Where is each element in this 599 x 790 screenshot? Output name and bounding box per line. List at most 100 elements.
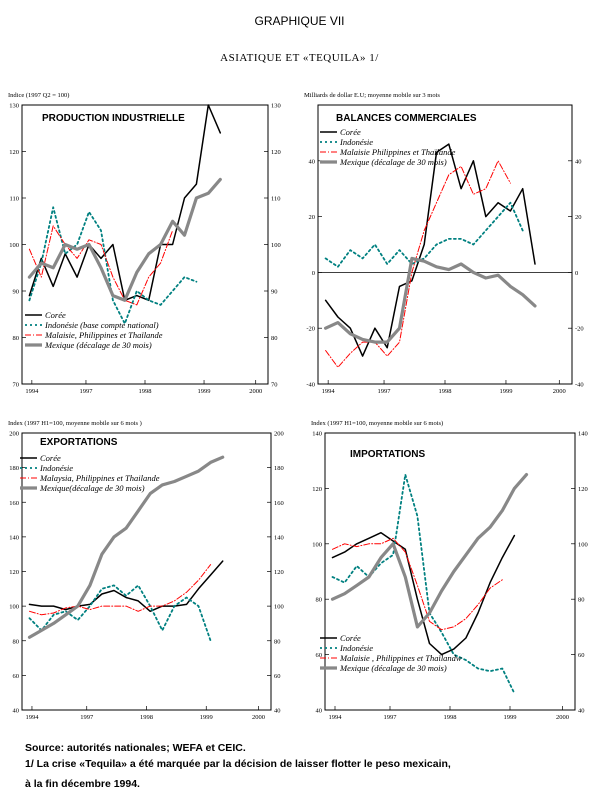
legend-label: Indonésie [339, 137, 373, 147]
unit-label: Milliards de dollar E.U; moyenne mobile … [304, 92, 440, 99]
chart-title: IMPORTATIONS [350, 449, 426, 460]
y-tick-label-right: 100 [274, 604, 284, 611]
x-tick-label: 1994 [25, 714, 39, 721]
legend-label: Mexique (décalage de 30 mois) [339, 157, 447, 167]
chart-title: PRODUCTION INDUSTRIELLE [42, 113, 185, 124]
y-tick-label-right: 20 [575, 214, 582, 221]
series-line [28, 560, 224, 613]
source-note: Source: autorités nationales; WEFA et CE… [25, 742, 246, 754]
y-tick-label-right: 60 [578, 652, 585, 659]
y-tick-label-right: 140 [274, 534, 284, 541]
y-tick-label-right: -20 [575, 326, 584, 333]
y-tick-label-right: 80 [271, 335, 278, 342]
y-tick-label-left: 130 [9, 103, 19, 110]
series-line [324, 201, 524, 268]
y-tick-label-right: 140 [578, 431, 588, 438]
series-line [27, 455, 225, 639]
footnote-2: à la fin décembre 1994. [25, 778, 140, 790]
unit-label: Index (1997 H1=100, moyenne mobile sur 6… [8, 420, 142, 427]
chart-title: BALANCES COMMERCIALES [336, 113, 477, 124]
x-tick-label: 1997 [378, 388, 392, 395]
figure-subtitle: ASIATIQUE ET «TEQUILA» 1/ [220, 52, 379, 64]
y-tick-label-right: 40 [578, 708, 585, 715]
y-tick-label-left: 120 [9, 569, 19, 576]
y-tick-label-left: 60 [13, 673, 20, 680]
x-tick-label: 1998 [444, 714, 457, 721]
y-tick-label-left: -20 [306, 326, 315, 333]
y-tick-label-right: 60 [274, 673, 281, 680]
y-tick-label-left: 100 [9, 604, 19, 611]
y-tick-label-left: 80 [13, 638, 20, 645]
y-tick-label-right: 70 [271, 382, 278, 389]
y-tick-label-left: 80 [13, 335, 20, 342]
y-tick-label-left: 0 [312, 270, 315, 277]
y-tick-label-right: 130 [271, 103, 281, 110]
y-tick-label-left: 140 [9, 534, 19, 541]
x-tick-label: 1999 [198, 388, 211, 395]
x-tick-label: 1994 [322, 388, 336, 395]
legend-label: Mexique (décalage de 30 mois) [339, 663, 447, 673]
legend-label: Mexique(décalage de 30 mois) [39, 483, 145, 493]
series-line [28, 206, 198, 325]
x-tick-label: 1997 [79, 388, 93, 395]
series-line [29, 564, 212, 616]
x-tick-label: 2000 [556, 714, 569, 721]
x-tick-label: 1997 [80, 714, 94, 721]
series-line [28, 104, 222, 302]
y-tick-label-left: 40 [13, 708, 20, 715]
y-tick-label-left: 140 [312, 431, 322, 438]
legend-label: Indonésie [339, 643, 373, 653]
legend-label: Indonésie [39, 463, 73, 473]
series-line [324, 143, 536, 357]
x-tick-label: 2000 [249, 388, 262, 395]
y-tick-label-right: 80 [274, 638, 281, 645]
y-tick-label-right: 0 [575, 270, 578, 277]
legend-label: Mexique (décalage de 30 mois) [44, 340, 152, 350]
y-tick-label-right: 200 [274, 431, 284, 438]
legend-label: Malaisie , Philippines et Thaïlandw [339, 653, 462, 663]
x-tick-label: 1999 [499, 388, 512, 395]
figure-title: GRAPHIQUE VII [254, 14, 345, 28]
y-tick-label-left: 70 [13, 382, 20, 389]
y-tick-label-left: 120 [312, 486, 322, 493]
y-tick-label-left: 90 [13, 289, 20, 296]
y-tick-label-right: -40 [575, 382, 584, 389]
legend-label: Corée [40, 453, 61, 463]
y-tick-label-left: 40 [316, 708, 323, 715]
series-line [324, 256, 537, 344]
y-tick-label-left: 100 [9, 242, 19, 249]
y-tick-label-left: 200 [9, 431, 19, 438]
y-tick-label-right: 80 [578, 597, 585, 604]
y-tick-label-left: 60 [316, 652, 323, 659]
y-tick-label-right: 100 [271, 242, 281, 249]
y-tick-label-right: 90 [271, 289, 278, 296]
series-line [28, 584, 212, 642]
y-tick-label-left: 110 [9, 196, 19, 203]
series-line [332, 537, 503, 631]
x-tick-label: 1998 [439, 388, 452, 395]
y-tick-label-right: 40 [274, 708, 281, 715]
series-line [27, 177, 222, 302]
series-line [28, 225, 174, 306]
x-tick-label: 1999 [200, 714, 213, 721]
chart-title: EXPORTATIONS [40, 437, 118, 448]
y-tick-label-left: 180 [9, 465, 19, 472]
legend-label: Corée [45, 310, 66, 320]
y-tick-label-right: 40 [575, 158, 582, 165]
unit-label: Indice (1997 Q2 = 100) [8, 92, 69, 99]
y-tick-label-left: 20 [309, 214, 316, 221]
legend-label: Indonésie (base compte national) [44, 320, 159, 330]
y-tick-label-left: 120 [9, 149, 19, 156]
x-tick-label: 1994 [25, 388, 39, 395]
y-tick-label-left: 100 [312, 541, 322, 548]
y-tick-label-left: 40 [309, 158, 316, 165]
y-tick-label-right: 100 [578, 541, 588, 548]
y-tick-label-right: 110 [271, 196, 281, 203]
legend-label: Corée [340, 633, 361, 643]
y-tick-label-left: -40 [306, 382, 315, 389]
series-line [325, 160, 511, 368]
legend-label: Malaisie Philippines et Thaïlande [339, 147, 456, 157]
y-tick-label-right: 120 [578, 486, 588, 493]
x-tick-label: 1998 [140, 714, 153, 721]
